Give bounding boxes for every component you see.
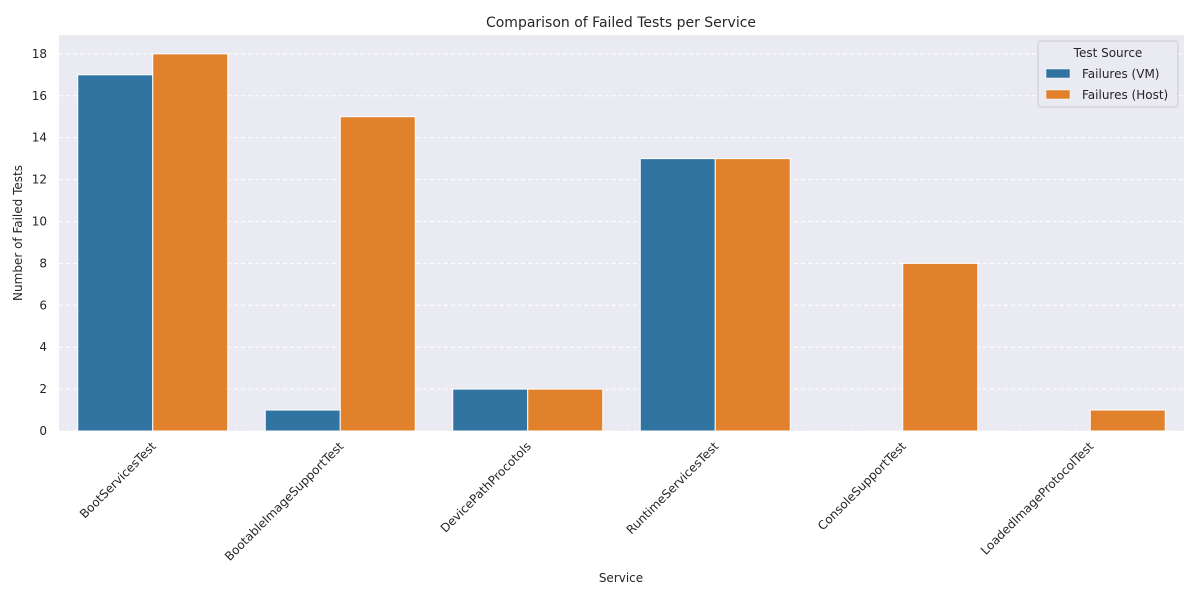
- bar-host: [1089, 409, 1166, 432]
- x-axis-ticks: BootServicesTest BootableImageSupportTest…: [77, 439, 1097, 564]
- x-tick-label: DevicePathProcotols: [438, 439, 534, 535]
- legend-label: Failures (VM): [1082, 67, 1159, 81]
- y-axis-ticks: 0 2 4 6 8 10 12 14 16 18: [32, 47, 47, 438]
- legend-items: Failures (VM) Failures (Host): [1045, 67, 1168, 102]
- y-tick-label: 4: [39, 340, 47, 354]
- y-tick-label: 16: [32, 89, 47, 103]
- bar-host: [152, 53, 229, 432]
- y-tick-label: 8: [39, 256, 47, 270]
- y-tick-label: 2: [39, 382, 47, 396]
- bar-host: [902, 262, 979, 432]
- legend-label: Failures (Host): [1082, 88, 1168, 102]
- legend-title: Test Source: [1073, 46, 1143, 60]
- y-tick-label: 0: [39, 424, 47, 438]
- y-tick-label: 12: [32, 173, 47, 187]
- x-tick-label: RuntimeServicesTest: [624, 439, 722, 537]
- bar-vm: [639, 158, 716, 432]
- y-tick-label: 18: [32, 47, 47, 61]
- y-tick-label: 10: [32, 214, 47, 228]
- bar-vm: [264, 409, 341, 432]
- y-axis-label: Number of Failed Tests: [11, 165, 25, 301]
- bar-host: [714, 158, 791, 432]
- chart-title: Comparison of Failed Tests per Service: [486, 15, 756, 31]
- legend-swatch: [1045, 89, 1071, 100]
- bars: [77, 53, 1166, 432]
- y-tick-label: 14: [32, 131, 47, 145]
- bar-vm: [452, 388, 529, 432]
- legend-frame: [1037, 40, 1179, 108]
- x-tick-label: BootableImageSupportTest: [222, 439, 347, 564]
- x-tick-label: BootServicesTest: [77, 439, 159, 521]
- x-axis-label: Service: [599, 571, 643, 585]
- legend: Test Source Failures (VM) Failures (Host): [1037, 40, 1179, 108]
- x-tick-label: LoadedImageProtocolTest: [978, 439, 1097, 558]
- grid-lines: [59, 53, 1184, 432]
- x-tick-label: ConsoleSupportTest: [815, 439, 909, 533]
- bar-vm: [77, 74, 154, 432]
- y-tick-label: 6: [39, 298, 47, 312]
- bar-host: [339, 116, 416, 432]
- legend-swatch: [1045, 68, 1071, 79]
- plot-background: [59, 35, 1184, 431]
- bar-host: [527, 388, 604, 432]
